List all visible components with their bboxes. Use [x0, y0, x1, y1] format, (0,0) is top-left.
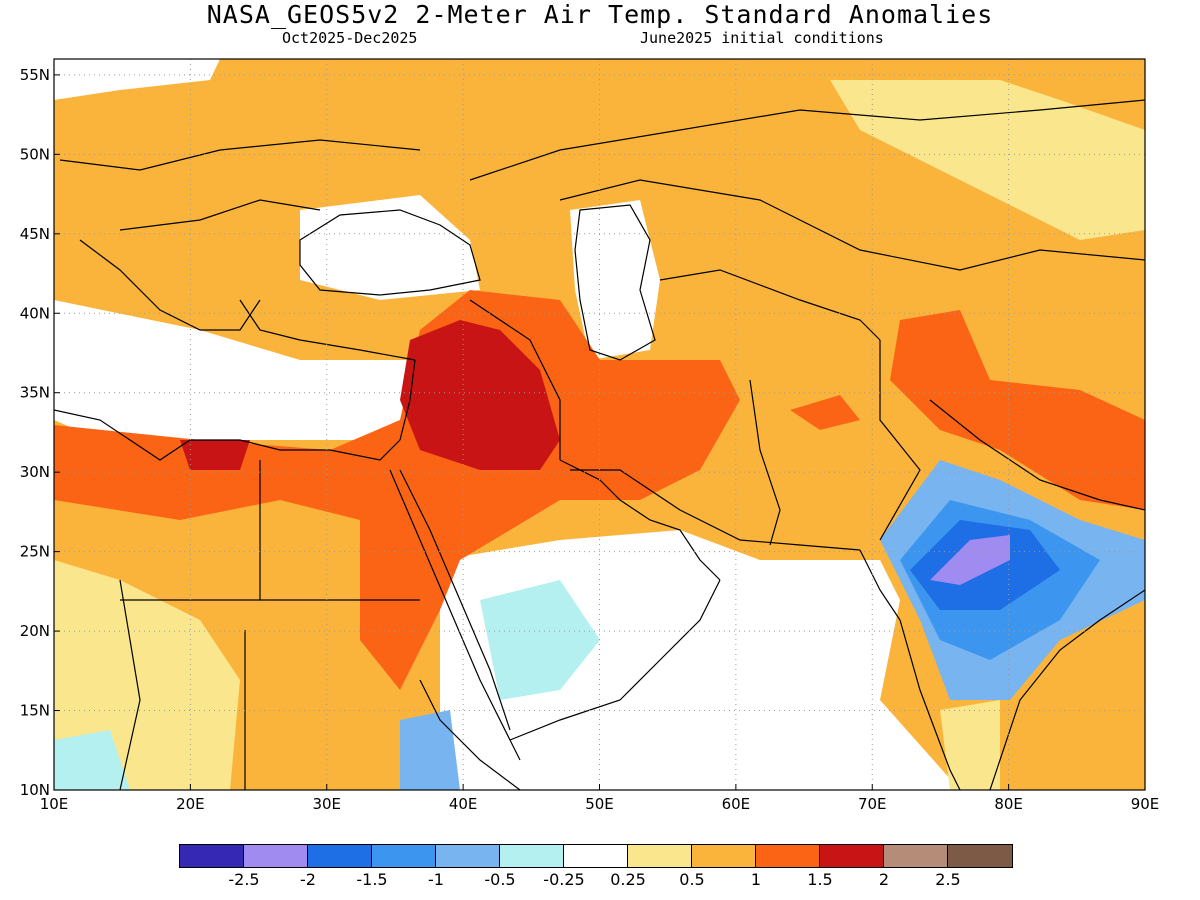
- coast-iran-south: [570, 469, 861, 551]
- colorbar-label: -1.5: [356, 870, 388, 889]
- chart-title: NASA_GEOS5v2 2-Meter Air Temp. Standard …: [206, 0, 994, 29]
- coast-caspian: [574, 204, 656, 361]
- anomaly-very-cool-india: [930, 535, 1010, 585]
- coast-arabia-west: [399, 469, 511, 731]
- anomaly-neutral-black-sea: [300, 195, 480, 300]
- anomaly-very-warm-libya: [180, 440, 250, 470]
- coast-turkey: [239, 299, 416, 361]
- anomaly-strong-warm-himalaya: [890, 310, 1145, 510]
- coast-india-west: [859, 549, 961, 790]
- colorbar-label: 2: [878, 870, 890, 889]
- lat-tick-label: 30N: [20, 463, 50, 481]
- colorbar-swatch: [308, 845, 372, 867]
- anomaly-cool-yemen: [480, 580, 600, 700]
- border-russia: [469, 99, 1145, 181]
- colorbar-swatch: [820, 845, 884, 867]
- lat-tick-label: 10N: [20, 781, 50, 799]
- colorbar-label: 2.5: [935, 870, 961, 889]
- colorbar-label: 1.5: [807, 870, 833, 889]
- colorbar-swatch: [564, 845, 628, 867]
- border-pakistan-india: [879, 340, 921, 541]
- initial-conditions: June2025 initial conditions: [640, 29, 884, 47]
- coast-black-sea: [299, 209, 481, 296]
- coast-italy-greece: [79, 239, 261, 331]
- colorbar-label: -0.25: [543, 870, 585, 889]
- anomaly-strong-warm-band: [54, 290, 740, 690]
- colorbar-swatch: [180, 845, 244, 867]
- anomaly-cool-africa: [54, 730, 130, 790]
- border-kazakhstan: [559, 179, 1145, 271]
- lat-tick-label: 25N: [20, 543, 50, 561]
- lon-tick-label: 50E: [585, 795, 614, 813]
- lat-tick-label: 50N: [20, 145, 50, 163]
- lon-tick-label: 60E: [722, 795, 751, 813]
- border-europe-2: [119, 199, 321, 231]
- colorbar-swatch: [244, 845, 308, 867]
- coast-levant: [399, 359, 416, 441]
- coast-arabia-south: [509, 579, 721, 741]
- anomaly-neutral-caspian: [570, 200, 660, 360]
- lat-tick-label: 45N: [20, 225, 50, 243]
- colorbar-swatch: [436, 845, 500, 867]
- lon-tick-label: 90E: [1131, 795, 1160, 813]
- map-fields: [54, 59, 1145, 790]
- coast-red-sea: [389, 469, 521, 761]
- anomaly-weak-warm-north: [830, 80, 1145, 240]
- anomaly-very-warm-iraq: [400, 320, 560, 470]
- border-iraq-iran: [469, 299, 561, 460]
- colorbar-swatch: [372, 845, 436, 867]
- colorbar-label: -0.5: [484, 870, 516, 889]
- border-himalaya: [929, 399, 1145, 511]
- colorbar: [179, 844, 1013, 868]
- lat-tick-label: 20N: [20, 622, 50, 640]
- anomaly-neutral-europe-north: [54, 59, 220, 100]
- axis-labels: 10E 20E 30E 40E 50E 60E 70E 80E 90E 10N 15N 20N 25N 3…: [20, 66, 1160, 813]
- forecast-period: Oct2025-Dec2025: [282, 29, 418, 47]
- lat-tick-label: 40N: [20, 304, 50, 322]
- border-europe-1: [59, 139, 421, 171]
- anomaly-strong-warm-afghan: [790, 395, 860, 430]
- colorbar-swatch: [948, 845, 1012, 867]
- lat-tick-label: 35N: [20, 384, 50, 402]
- colorbar-swatch: [692, 845, 756, 867]
- gridlines: [54, 59, 1145, 790]
- border-africa-4: [119, 579, 141, 790]
- anomaly-neutral-mediterranean: [54, 300, 410, 460]
- colorbar-label: 0.25: [610, 870, 646, 889]
- lon-tick-label: 40E: [449, 795, 478, 813]
- colorbar-label: -1: [428, 870, 444, 889]
- colorbar-label: 0.5: [679, 870, 705, 889]
- border-iran-east: [749, 379, 781, 546]
- colorbar-swatch: [500, 845, 564, 867]
- coast-africa-horn: [419, 679, 521, 790]
- colorbar-swatch: [756, 845, 820, 867]
- colorbar-label: 1: [750, 870, 762, 889]
- anomaly-cool-ethiopia: [400, 710, 460, 790]
- anomaly-weak-warm-south-india: [940, 700, 1000, 790]
- colorbar-label: -2.5: [228, 870, 260, 889]
- lon-tick-label: 20E: [176, 795, 205, 813]
- lat-tick-label: 55N: [20, 66, 50, 84]
- lon-tick-label: 30E: [312, 795, 341, 813]
- colorbar-label: -2: [300, 870, 316, 889]
- lat-tick-label: 15N: [20, 702, 50, 720]
- border-central-asia: [659, 269, 881, 341]
- colorbar-swatch: [628, 845, 692, 867]
- lon-tick-label: 70E: [858, 795, 887, 813]
- coast-north-africa: [54, 409, 401, 461]
- coast-india-east: [989, 589, 1145, 790]
- lon-tick-label: 80E: [994, 795, 1023, 813]
- lon-tick-label: 10E: [40, 795, 69, 813]
- colorbar-swatch: [884, 845, 948, 867]
